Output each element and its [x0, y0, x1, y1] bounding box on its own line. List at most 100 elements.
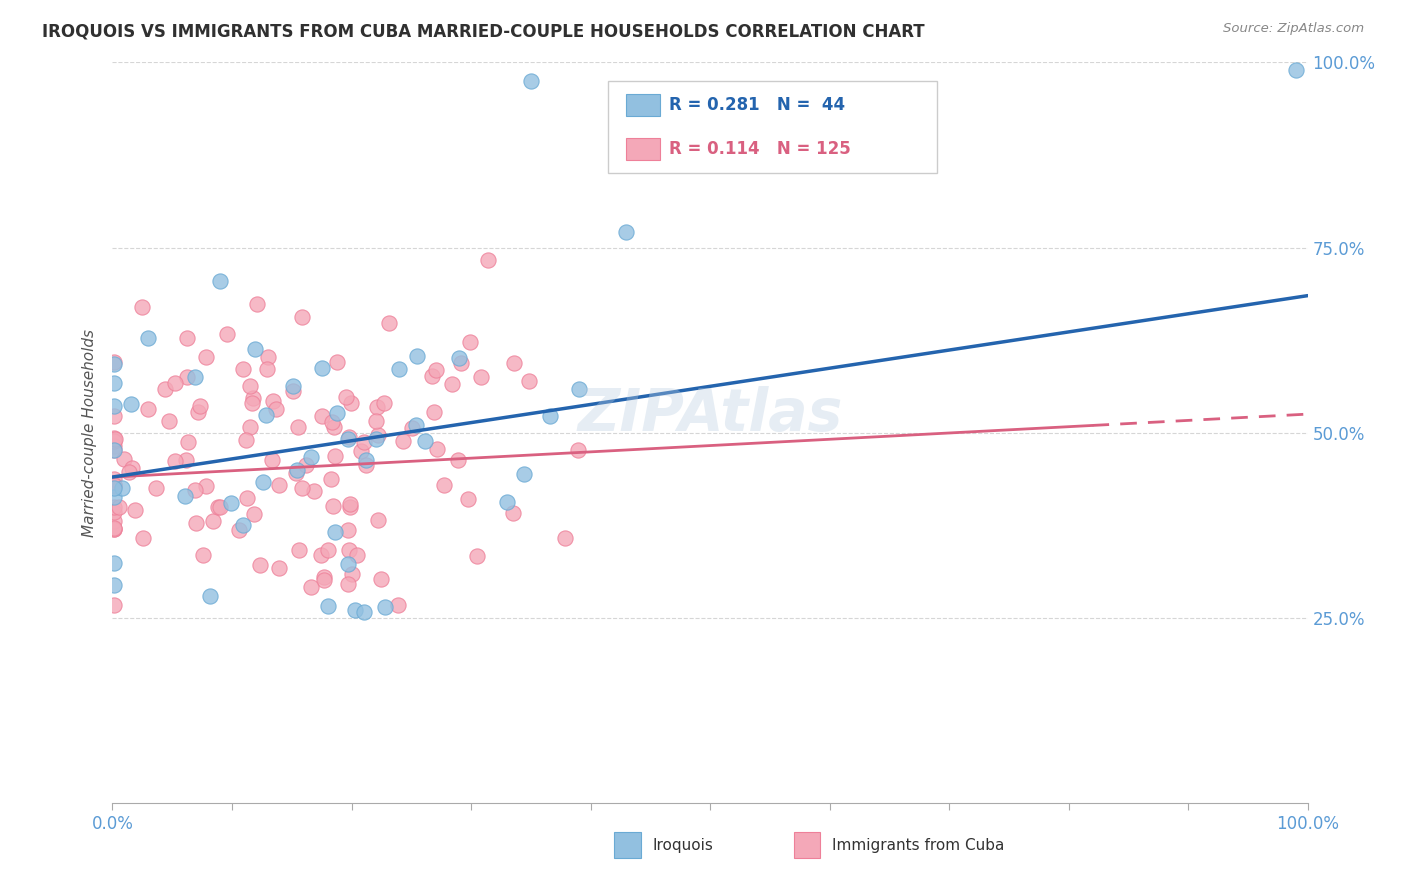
Point	[104, 433, 127, 447]
Point	[614, 225, 637, 239]
Point	[217, 326, 239, 341]
Point	[477, 253, 499, 268]
Point	[425, 363, 447, 377]
Point	[136, 401, 159, 416]
Point	[540, 409, 562, 423]
Point	[322, 499, 344, 513]
Point	[513, 467, 536, 481]
Point	[281, 384, 304, 398]
Text: ZIPAtlas: ZIPAtlas	[578, 385, 842, 442]
Text: Iroquois: Iroquois	[652, 838, 713, 853]
Point	[256, 362, 278, 376]
Point	[103, 500, 125, 514]
Point	[262, 394, 284, 409]
Point	[184, 369, 207, 384]
Point	[350, 444, 373, 458]
Point	[187, 405, 209, 419]
Point	[287, 543, 309, 558]
Point	[155, 382, 177, 396]
Point	[388, 361, 411, 376]
Point	[242, 507, 264, 521]
Point	[378, 316, 401, 330]
Point	[207, 500, 229, 514]
Point	[367, 513, 389, 527]
Point	[322, 420, 344, 434]
Point	[239, 420, 262, 434]
Point	[103, 599, 125, 613]
Point	[195, 350, 218, 364]
FancyBboxPatch shape	[609, 81, 938, 173]
Point	[242, 392, 264, 406]
Point	[287, 419, 309, 434]
Point	[354, 458, 377, 472]
Point	[520, 74, 543, 88]
Point	[103, 439, 125, 453]
Point	[103, 434, 125, 449]
Point	[309, 548, 332, 562]
Point	[176, 453, 198, 467]
Point	[374, 599, 396, 614]
Point	[344, 603, 367, 617]
Point	[121, 460, 143, 475]
Point	[260, 452, 283, 467]
Point	[176, 331, 198, 345]
Point	[325, 449, 347, 463]
Point	[1285, 62, 1308, 77]
Point	[163, 454, 186, 468]
Point	[340, 395, 363, 409]
Point	[311, 409, 333, 423]
Point	[173, 489, 195, 503]
Point	[502, 506, 524, 520]
Point	[124, 503, 146, 517]
Point	[111, 481, 134, 495]
Point	[337, 543, 360, 558]
Point	[191, 548, 214, 562]
Point	[131, 301, 153, 315]
Point	[467, 549, 489, 563]
Point	[103, 472, 125, 486]
Point	[405, 418, 427, 433]
Point	[291, 310, 314, 324]
Point	[304, 484, 326, 499]
Point	[326, 354, 349, 368]
Point	[447, 453, 470, 467]
Point	[236, 491, 259, 505]
Text: Source: ZipAtlas.com: Source: ZipAtlas.com	[1223, 22, 1364, 36]
Point	[176, 370, 198, 384]
Point	[103, 355, 125, 369]
Point	[337, 430, 360, 444]
Point	[314, 570, 336, 584]
Point	[316, 599, 339, 613]
Point	[291, 481, 314, 495]
Point	[346, 548, 368, 562]
Point	[103, 521, 125, 535]
FancyBboxPatch shape	[627, 138, 659, 161]
Point	[131, 531, 153, 545]
Point	[254, 408, 277, 422]
Point	[243, 342, 266, 356]
Point	[299, 450, 322, 465]
Point	[208, 500, 231, 514]
Point	[319, 472, 342, 486]
Point	[108, 500, 131, 515]
Point	[103, 357, 125, 371]
Point	[201, 515, 224, 529]
Point	[340, 567, 363, 582]
Point	[326, 406, 349, 420]
Point	[336, 523, 359, 537]
Y-axis label: Married-couple Households: Married-couple Households	[82, 328, 97, 537]
Point	[401, 420, 423, 434]
Point	[163, 376, 186, 390]
Point	[103, 376, 125, 391]
Point	[103, 490, 125, 504]
Point	[103, 522, 125, 536]
Point	[554, 532, 576, 546]
Point	[257, 350, 280, 364]
Point	[354, 453, 377, 467]
Point	[136, 330, 159, 344]
Point	[387, 598, 409, 612]
Point	[219, 496, 242, 510]
Point	[336, 577, 359, 591]
Point	[267, 478, 290, 492]
Point	[568, 382, 591, 396]
